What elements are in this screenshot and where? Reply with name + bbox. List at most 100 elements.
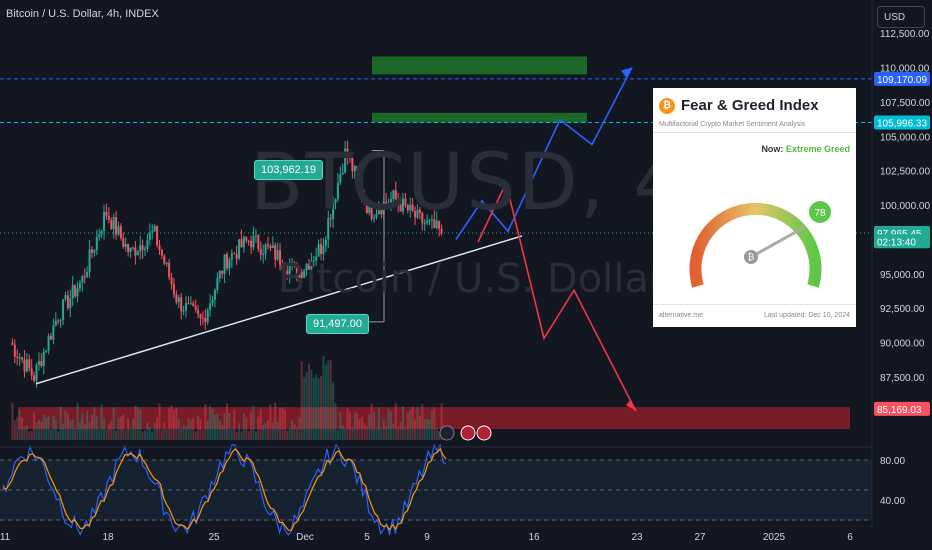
candle-body — [283, 269, 286, 271]
candle-body — [368, 203, 371, 213]
volume-bar — [13, 420, 16, 440]
volume-bar — [117, 417, 120, 440]
volume-bar — [416, 406, 419, 440]
candle-body — [95, 237, 98, 251]
volume-bar — [146, 423, 149, 440]
watermark-name: Bitcoin / U.S. Dollar — [278, 256, 666, 302]
candle-body — [146, 239, 149, 249]
candle-body — [430, 219, 433, 221]
volume-bar — [209, 405, 212, 440]
event-flash-icon — [439, 425, 455, 441]
candle-body — [344, 148, 347, 173]
volume-bar — [435, 428, 438, 440]
candle-body — [406, 205, 409, 211]
candle-body — [380, 210, 383, 215]
volume-bar — [42, 414, 45, 440]
volume-bar — [100, 404, 103, 440]
volume-bar — [298, 417, 301, 440]
candle-body — [163, 255, 166, 264]
candle-body — [288, 266, 291, 274]
currency-selector[interactable]: USD — [877, 6, 925, 28]
price-tick-label: 107,500.00 — [880, 98, 930, 109]
candle-body — [213, 290, 216, 300]
volume-bar — [344, 428, 347, 440]
volume-bar — [25, 425, 28, 440]
bear-projection — [477, 180, 637, 412]
candle-body — [139, 245, 142, 252]
volume-bar — [361, 416, 364, 440]
osc-tick-label: 80.00 — [880, 456, 905, 467]
candle-body — [62, 299, 65, 320]
volume-bar — [293, 424, 296, 440]
volume-bar — [52, 415, 55, 440]
candle-body — [373, 217, 376, 219]
candle-body — [136, 251, 139, 256]
volume-bar — [274, 402, 277, 440]
volume-bar — [98, 429, 101, 440]
volume-bar — [180, 428, 183, 440]
volume-bar — [49, 430, 52, 440]
candle-body — [274, 245, 277, 260]
volume-bar — [213, 414, 216, 440]
candle-body — [351, 157, 354, 172]
time-tick-label: 27 — [694, 532, 706, 543]
us-flag-icon — [460, 425, 476, 441]
volume-bar — [276, 421, 279, 440]
candle-body — [158, 245, 161, 250]
candle-body — [276, 250, 279, 260]
volume-bar — [233, 409, 236, 440]
candle-body — [206, 310, 209, 323]
time-tick-label: Dec — [296, 532, 314, 543]
volume-bar — [281, 407, 284, 440]
candle-body — [156, 226, 159, 246]
candle-body — [42, 351, 45, 367]
volume-bar — [144, 430, 147, 440]
volume-bar — [69, 420, 72, 440]
fg-gauge: ₿ 78 — [689, 201, 831, 288]
candle-body — [329, 217, 332, 219]
candle-body — [100, 230, 103, 235]
volume-bar — [339, 412, 342, 440]
volume-bar — [351, 427, 354, 440]
candle-body — [254, 235, 257, 237]
volume-bar — [346, 407, 349, 440]
bull-arrowhead — [621, 67, 632, 78]
candle-body — [418, 209, 421, 213]
volume-bar — [153, 422, 156, 440]
volume-bar — [240, 431, 243, 440]
candle-body — [194, 306, 197, 310]
volume-bar — [177, 419, 180, 440]
candle-body — [315, 256, 318, 261]
volume-bar — [283, 409, 286, 440]
candle-body — [228, 259, 231, 269]
volume-bar — [385, 426, 388, 440]
volume-bar — [170, 405, 173, 440]
volume-bar — [192, 418, 195, 440]
candle-body — [262, 253, 265, 255]
volume-bar — [409, 409, 412, 440]
volume-bar — [303, 377, 306, 440]
candle-body — [356, 166, 359, 177]
price-tick-label: 102,500.00 — [880, 167, 930, 178]
candle-body — [392, 190, 395, 199]
volume-bar — [382, 419, 385, 440]
volume-bar — [430, 409, 433, 440]
candle-body — [192, 303, 195, 307]
volume-bar — [358, 419, 361, 440]
candle-body — [90, 249, 93, 253]
price-label: 02:13:40 — [877, 237, 916, 248]
fg-title: Fear & Greed Index — [681, 97, 819, 114]
volume-bar — [74, 427, 77, 440]
time-tick-label: 23 — [631, 532, 643, 543]
volume-bar — [71, 419, 74, 440]
candle-body — [298, 272, 301, 280]
candle-body — [334, 199, 337, 204]
candle-body — [221, 270, 224, 274]
volume-bar — [257, 416, 260, 440]
candle-body — [332, 203, 335, 219]
volume-bar — [380, 428, 383, 440]
candle-body — [245, 237, 248, 241]
candle-body — [76, 288, 79, 297]
